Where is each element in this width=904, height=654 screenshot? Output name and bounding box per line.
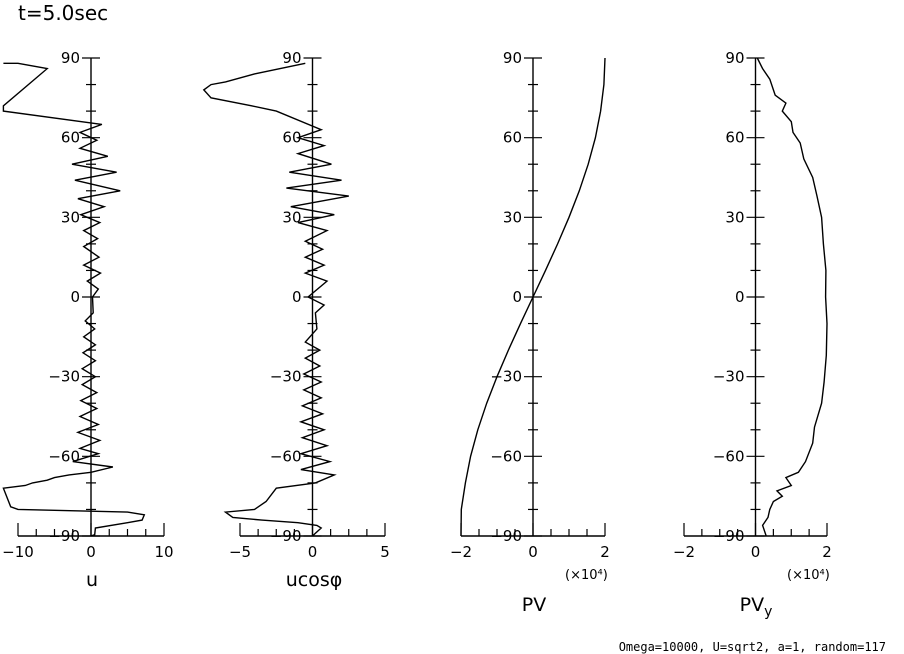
x-tick-label: 2	[822, 543, 832, 561]
y-tick-label: 0	[735, 288, 745, 306]
y-tick-label: −90	[490, 527, 522, 545]
scale-note: (×10⁴)	[787, 568, 830, 583]
x-tick-label: −2	[450, 543, 472, 561]
x-tick-label: −2	[673, 543, 695, 561]
series-line-ucos	[202, 62, 349, 537]
y-tick-label: 0	[512, 288, 522, 306]
y-tick-label: 90	[61, 49, 80, 67]
y-tick-label: 90	[725, 49, 744, 67]
x-axis-label-subscript: y	[764, 604, 772, 620]
footer-note: Omega=10000, U=sqrt2, a=1, random=117	[619, 640, 886, 654]
y-tick-label: −30	[48, 368, 80, 386]
y-tick-label: −90	[270, 527, 302, 545]
y-tick-label: 60	[61, 129, 80, 147]
y-tick-label: −60	[270, 447, 302, 465]
x-tick-label: 5	[380, 543, 390, 561]
panel-u: −10 0 10 −90 −60 −30 0 30 60 90 u	[2, 49, 173, 591]
x-axis-label: ucosφ	[286, 569, 343, 591]
y-tick-label: 0	[292, 288, 302, 306]
scale-note: (×10⁴)	[565, 568, 608, 583]
y-tick-label: 0	[70, 288, 80, 306]
y-tick-label: 60	[282, 129, 301, 147]
y-tick-label: 90	[282, 49, 301, 67]
y-tick-label: 60	[725, 129, 744, 147]
y-tick-label: 30	[61, 208, 80, 226]
y-tick-label: −60	[490, 447, 522, 465]
x-tick-label: −10	[2, 543, 34, 561]
series-line-PV	[460, 57, 606, 537]
time-label: t=5.0sec	[18, 1, 108, 25]
x-tick-label: 0	[86, 543, 96, 561]
y-tick-label: 60	[503, 129, 522, 147]
y-tick-label: 30	[282, 208, 301, 226]
y-tick-label: 30	[725, 208, 744, 226]
y-tick-label: −60	[713, 447, 745, 465]
y-tick-label: 90	[503, 49, 522, 67]
panel-pvy: −2 0 2 −90 −60 −30 0 30 60 90 PVy (×10⁴)	[673, 49, 832, 620]
y-tick-label: −90	[48, 527, 80, 545]
x-tick-label: 0	[751, 543, 761, 561]
x-axis-label: u	[86, 569, 98, 591]
x-tick-label: 0	[308, 543, 318, 561]
x-axis-label: PVy	[740, 594, 773, 620]
x-tick-label: 10	[154, 543, 173, 561]
x-tick-label: −5	[229, 543, 251, 561]
series-line-u	[2, 62, 146, 537]
panel-ucos: −5 0 5 −90 −60 −30 0 30 60 90 ucosφ	[202, 49, 390, 591]
x-tick-label: 0	[528, 543, 538, 561]
y-tick-label: −60	[48, 447, 80, 465]
x-tick-label: 2	[600, 543, 610, 561]
y-tick-label: −30	[270, 368, 302, 386]
x-axis-label: PV	[522, 594, 546, 616]
y-tick-label: −30	[713, 368, 745, 386]
y-tick-label: −90	[713, 527, 745, 545]
y-tick-label: 30	[503, 208, 522, 226]
series-line-PVy	[756, 57, 828, 537]
